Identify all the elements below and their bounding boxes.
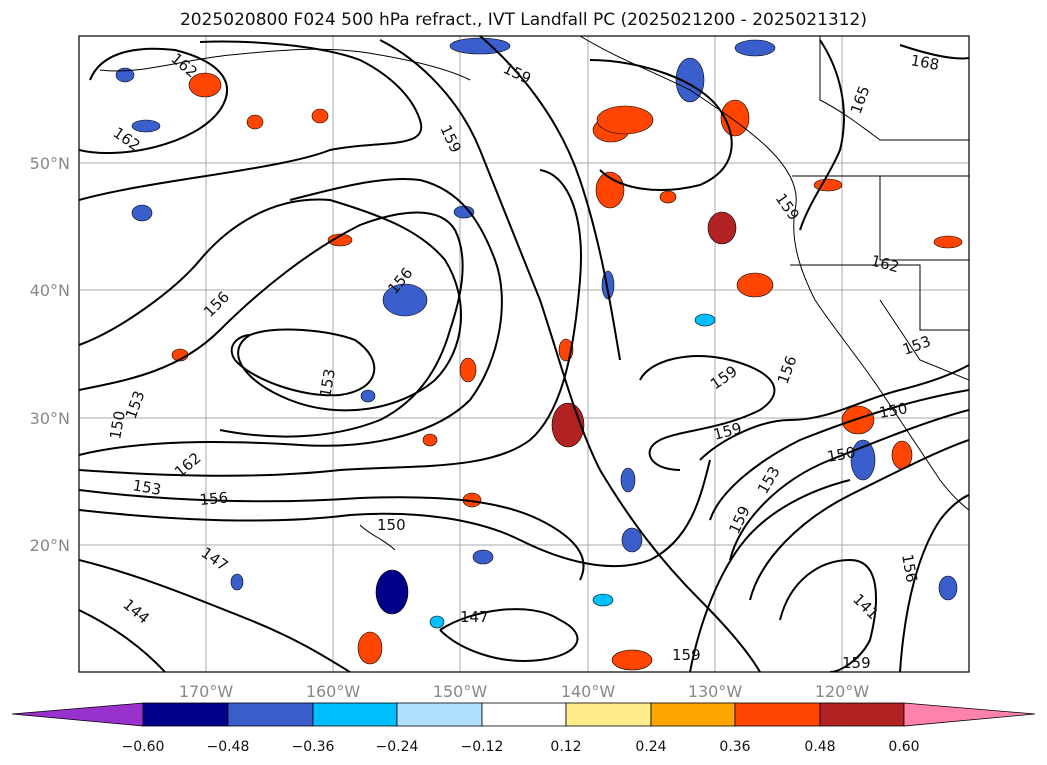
lon-tick-label: 160°W <box>306 682 361 701</box>
colorbar-tick-label: 0.12 <box>550 739 581 755</box>
colorbar-extend-high <box>903 702 1036 727</box>
positive-blob <box>933 235 963 249</box>
contour-lines <box>79 36 969 672</box>
contour-label: 150 <box>106 409 129 440</box>
contour-label: 150 <box>377 516 406 534</box>
colorbar-segment <box>396 702 483 727</box>
latitude-ticks: 50°N 40°N 30°N 20°N <box>30 154 70 555</box>
negative-blob <box>621 527 643 553</box>
plot-frame <box>78 35 970 673</box>
positive-blob <box>813 178 843 192</box>
chart-title: 2025020800 F024 500 hPa refract., IVT La… <box>179 10 867 30</box>
positive-blob <box>459 357 477 383</box>
positive-blob <box>596 105 654 135</box>
lat-tick-label: 40°N <box>30 281 70 300</box>
colorbar-segment <box>565 702 652 727</box>
positive-blob <box>357 631 383 665</box>
colorbar-extend-low <box>11 702 144 727</box>
contour-label: 159 <box>672 646 701 664</box>
negative-blob <box>694 313 716 327</box>
colorbar-tick-label: 0.48 <box>804 739 835 755</box>
positive-blob <box>707 211 737 245</box>
contour-label: 147 <box>460 608 489 626</box>
negative-blob <box>675 57 705 103</box>
contour-label: 156 <box>898 553 921 584</box>
colorbar-segment <box>142 702 229 727</box>
contour-label: 159 <box>842 654 871 672</box>
negative-blob <box>938 575 958 601</box>
colorbar-segment <box>227 702 314 727</box>
positive-blob <box>841 405 875 435</box>
colorbar-tick-label: −0.24 <box>376 739 419 755</box>
negative-blob <box>620 467 636 493</box>
lon-tick-label: 150°W <box>433 682 488 701</box>
colorbar-tick-label: −0.12 <box>461 739 504 755</box>
negative-blob <box>472 549 494 565</box>
plot-area <box>79 36 969 672</box>
colorbar-tick-label: −0.60 <box>122 739 165 755</box>
positive-blob <box>659 190 677 204</box>
negative-blob <box>382 283 428 317</box>
lon-tick-label: 120°W <box>815 682 870 701</box>
longitude-ticks: 170°W 160°W 150°W 140°W 130°W 120°W <box>179 682 870 701</box>
colorbar-tick-label: 0.36 <box>719 739 750 755</box>
contour-label: 156 <box>199 489 229 509</box>
colorbar-segment <box>481 702 567 727</box>
lat-tick-label: 30°N <box>30 409 70 428</box>
negative-blob <box>375 569 409 615</box>
positive-blob <box>736 272 774 298</box>
coastlines <box>99 36 969 551</box>
negative-blob <box>449 37 511 55</box>
lat-tick-label: 20°N <box>30 536 70 555</box>
lat-tick-label: 50°N <box>30 154 70 173</box>
lon-tick-label: 170°W <box>179 682 234 701</box>
contour-label: 150 <box>878 399 909 422</box>
colorbar-tick-label: −0.48 <box>207 739 250 755</box>
positive-blob <box>327 233 353 247</box>
contour-label: 153 <box>131 476 162 499</box>
negative-blob <box>131 119 161 133</box>
negative-blob <box>230 573 244 591</box>
colorbar-segment <box>312 702 398 727</box>
negative-blob <box>734 39 776 57</box>
colorbar-segment <box>734 702 821 727</box>
colorbar-tick-label: 0.24 <box>635 739 666 755</box>
negative-blob <box>115 67 135 83</box>
colorbar-segment <box>650 702 736 727</box>
negative-blob <box>429 615 445 629</box>
positive-blob <box>551 402 585 448</box>
positive-blob <box>246 114 264 130</box>
colorbar <box>11 702 1036 727</box>
contour-label: 168 <box>909 51 940 74</box>
negative-blob <box>592 593 614 607</box>
positive-blob <box>311 108 329 124</box>
contour-label: 153 <box>316 367 339 398</box>
lon-tick-label: 140°W <box>561 682 616 701</box>
colorbar-tick-label: 0.60 <box>888 739 919 755</box>
negative-blob <box>360 389 376 403</box>
positive-blob <box>611 649 653 671</box>
colorbar-tick-label: −0.36 <box>292 739 335 755</box>
colorbar-ticks: −0.60 −0.48 −0.36 −0.24 −0.12 0.12 0.24 … <box>122 739 920 755</box>
positive-blob <box>422 433 438 447</box>
negative-blob <box>131 204 153 222</box>
lon-tick-label: 130°W <box>688 682 743 701</box>
positive-blob <box>188 72 222 98</box>
colorbar-segment <box>819 702 905 727</box>
gridlines <box>79 36 969 672</box>
contour-label: 150 <box>826 443 857 466</box>
negative-blob <box>453 205 475 219</box>
